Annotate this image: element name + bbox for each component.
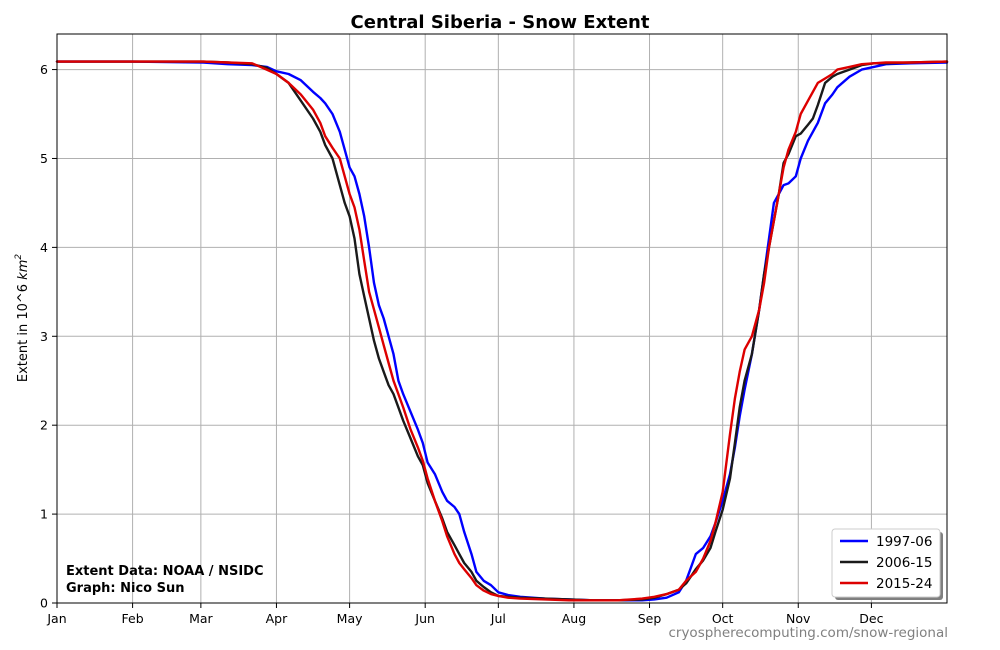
y-axis-label-prefix: Extent in 10^6 — [16, 280, 31, 382]
x-tick-label: Nov — [786, 611, 811, 626]
y-tick-label: 2 — [40, 418, 48, 433]
x-tick-label: Mar — [189, 611, 213, 626]
x-tick-label: Jan — [46, 611, 66, 626]
x-tick-label: Oct — [712, 611, 734, 626]
x-tick-label: Aug — [562, 611, 586, 626]
credit-data-source: Extent Data: NOAA / NSIDC — [66, 564, 263, 579]
legend-label-1997-06: 1997-06 — [876, 534, 932, 550]
x-tick-label: Jun — [414, 611, 435, 626]
legend-box — [831, 528, 941, 598]
plot-frame — [56, 33, 948, 604]
y-tick-label: 4 — [40, 240, 48, 255]
credit-graph-author: Graph: Nico Sun — [66, 581, 185, 596]
legend-label-2006-15: 2006-15 — [876, 555, 932, 571]
y-axis-label: Extent in 10^6 km2 — [14, 254, 31, 383]
chart-title: Central Siberia - Snow Extent — [351, 12, 650, 33]
y-tick-label: 6 — [40, 62, 48, 77]
series-lines — [55, 60, 949, 602]
x-tick-label: Sep — [638, 611, 662, 626]
y-tick-label: 3 — [40, 329, 48, 344]
source-url: cryospherecomputing.com/snow-regional — [668, 625, 948, 641]
series-line-2015-24 — [55, 60, 949, 602]
x-axis-ticks: Jan Feb Mar Apr May Jun Jul Aug Sep Oct Nov Dec — [46, 603, 884, 626]
y-tick-label: 0 — [40, 596, 48, 611]
legend: 1997-06 2006-15 2015-24 — [831, 528, 943, 600]
x-tick-label: Jul — [490, 611, 506, 626]
y-tick-label: 5 — [40, 151, 48, 166]
legend-label-2015-24: 2015-24 — [876, 576, 932, 592]
y-tick-label: 1 — [40, 507, 48, 522]
x-tick-label: Feb — [122, 611, 144, 626]
x-tick-label: Dec — [859, 611, 883, 626]
y-axis-label-superscript: 2 — [14, 254, 24, 260]
y-axis-ticks: 0 1 2 3 4 5 6 — [40, 62, 57, 611]
y-axis-label-unit: km — [16, 260, 31, 280]
x-tick-label: Apr — [266, 611, 288, 626]
x-tick-label: May — [337, 611, 363, 626]
grid — [56, 34, 947, 604]
series-line-1997-06 — [55, 60, 949, 602]
